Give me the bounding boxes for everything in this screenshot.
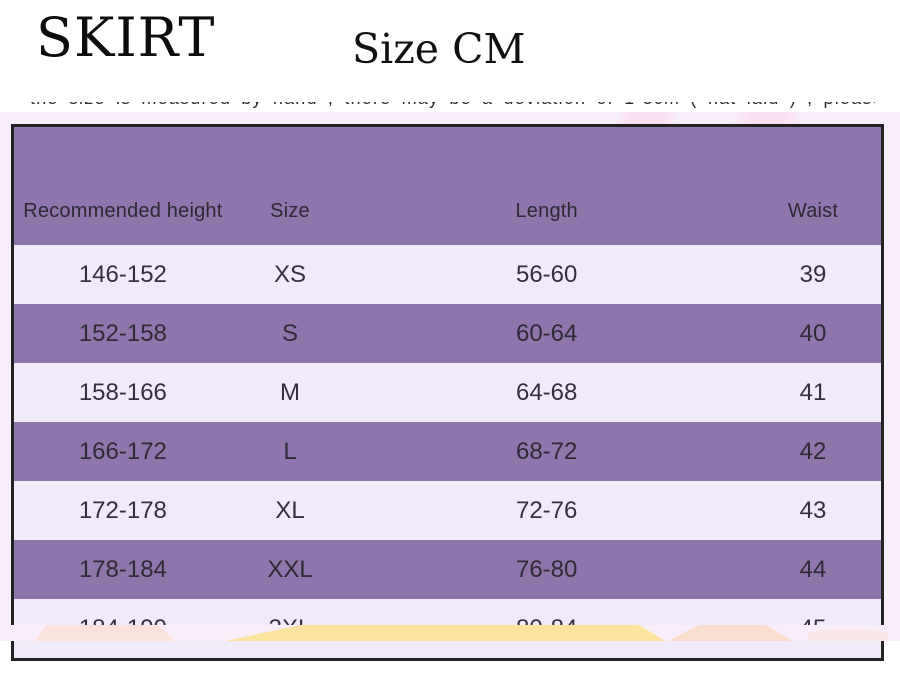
table-cell: 68-72	[348, 422, 746, 481]
sunburst-decoration-strip	[0, 625, 900, 641]
table-row: 166-172 L 68-72 42	[12, 422, 883, 481]
page-title: SKIRT	[36, 6, 216, 69]
table-row: 172-178 XL 72-76 43	[12, 481, 883, 540]
peach-ray-far-right	[808, 629, 888, 641]
table-cell: 41	[745, 363, 883, 422]
table-row: 152-158 S 60-64 40	[12, 304, 883, 363]
table-cell: XS	[231, 245, 349, 304]
table-cell: 72-76	[348, 481, 746, 540]
column-header-recommended-height: Recommended height	[12, 125, 232, 245]
table-cell: XXL	[231, 540, 349, 599]
table-cell: 158-166	[12, 363, 232, 422]
column-header-size: Size	[231, 125, 349, 245]
table-cell: 152-158	[12, 304, 232, 363]
table-cell: XL	[231, 481, 349, 540]
table-cell: 44	[745, 540, 883, 599]
size-unit-subtitle: Size CM	[352, 25, 526, 73]
table-cell: 43	[745, 481, 883, 540]
table-cell: 64-68	[348, 363, 746, 422]
cropped-text-content: the size is measured by hand , there may…	[30, 102, 875, 107]
table-cell: 39	[745, 245, 883, 304]
pink-streaks-decoration	[600, 112, 900, 126]
size-table-body: 146-152 XS 56-60 39 152-158 S 60-64 40 158-166 M 6…	[12, 245, 883, 660]
column-header-waist: Waist	[745, 125, 883, 245]
table-header-row: Recommended height Size Length Waist	[12, 125, 883, 245]
table-cell: 76-80	[348, 540, 746, 599]
column-header-length: Length	[348, 125, 746, 245]
table-cell: 56-60	[348, 245, 746, 304]
table-cell: S	[231, 304, 349, 363]
table-cell: 166-172	[12, 422, 232, 481]
table-cell: M	[231, 363, 349, 422]
table-cell: 172-178	[12, 481, 232, 540]
table-cell: 42	[745, 422, 883, 481]
table-cell: L	[231, 422, 349, 481]
table-row: 158-166 M 64-68 41	[12, 363, 883, 422]
table-cell: 178-184	[12, 540, 232, 599]
table-row: 146-152 XS 56-60 39	[12, 245, 883, 304]
table-cell: 60-64	[348, 304, 746, 363]
yellow-sun-ray	[224, 625, 666, 641]
table-cell: 146-152	[12, 245, 232, 304]
peach-ray-right	[668, 625, 793, 641]
table-row: 178-184 XXL 76-80 44	[12, 540, 883, 599]
peach-ray-left	[35, 625, 175, 641]
table-cell: 40	[745, 304, 883, 363]
size-chart-table: Recommended height Size Length Waist 146…	[11, 124, 884, 661]
